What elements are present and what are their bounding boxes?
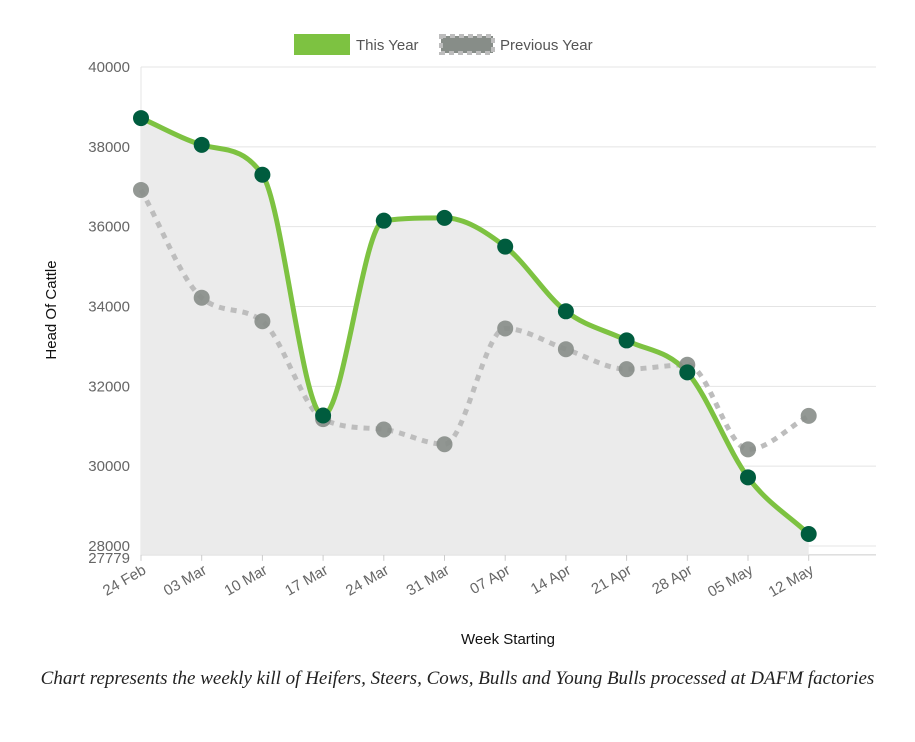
x-tick-label: 10 Mar — [221, 562, 270, 600]
this-year-point[interactable] — [375, 212, 392, 229]
y-axis-title: Head Of Cattle — [43, 260, 60, 359]
this-year-point[interactable] — [193, 136, 210, 153]
this-year-area — [141, 118, 809, 555]
legend-swatch-this-year[interactable] — [294, 34, 350, 55]
previous-year-point[interactable] — [193, 289, 210, 306]
this-year-point[interactable] — [740, 469, 756, 486]
this-year-point[interactable] — [618, 332, 635, 349]
this-year-point[interactable] — [436, 209, 453, 226]
this-year-point[interactable] — [557, 303, 574, 320]
this-year-point[interactable] — [800, 526, 817, 543]
legend-label-this-year[interactable]: This Year — [356, 37, 419, 54]
this-year-point[interactable] — [254, 166, 271, 183]
this-year-point[interactable] — [679, 364, 696, 381]
y-tick-label: 27779 — [88, 550, 130, 567]
x-tick-label: 12 May — [766, 561, 818, 601]
x-tick-label: 17 Mar — [282, 562, 331, 600]
x-tick-label: 21 Apr — [589, 562, 635, 598]
legend: This Year Previous Year — [294, 34, 593, 55]
y-tick-label: 32000 — [88, 378, 130, 395]
x-tick-label: 24 Feb — [100, 562, 149, 600]
x-tick-label: 05 May — [705, 561, 757, 601]
y-tick-label: 34000 — [88, 299, 130, 316]
x-tick-label: 24 Mar — [343, 562, 392, 600]
x-tick-label: 14 Apr — [528, 562, 574, 598]
previous-year-point[interactable] — [740, 441, 756, 458]
x-tick-label: 07 Apr — [467, 562, 513, 598]
y-tick-label: 36000 — [88, 219, 130, 236]
previous-year-point[interactable] — [375, 421, 392, 438]
x-tick-label: 03 Mar — [161, 562, 210, 600]
this-year-point[interactable] — [133, 110, 149, 127]
y-tick-label: 30000 — [88, 458, 130, 475]
previous-year-point[interactable] — [557, 341, 574, 358]
series-markers — [133, 110, 817, 543]
x-tick-label: 28 Apr — [649, 562, 695, 598]
previous-year-point[interactable] — [497, 320, 514, 337]
y-tick-label: 38000 — [88, 139, 130, 156]
x-tick-label: 31 Mar — [404, 562, 453, 600]
y-tick-label: 28000 — [88, 538, 130, 555]
previous-year-point[interactable] — [436, 436, 453, 453]
area-fill — [141, 118, 809, 555]
previous-year-point[interactable] — [133, 181, 149, 198]
chart-caption: Chart represents the weekly kill of Heif… — [40, 668, 875, 689]
legend-label-previous-year[interactable]: Previous Year — [500, 37, 593, 54]
y-tick-label: 40000 — [88, 59, 130, 76]
legend-swatch-previous-year[interactable] — [439, 34, 495, 55]
this-year-point[interactable] — [315, 407, 332, 424]
line-chart: 40000 38000 36000 34000 32000 30000 2800027779… — [43, 34, 876, 648]
this-year-point[interactable] — [497, 238, 514, 255]
x-axis-ticks: 24 Feb 03 Mar 10 Mar 17 Mar 24 Mar 31 Mar 07 A… — [100, 561, 817, 601]
previous-year-point[interactable] — [618, 361, 635, 378]
previous-year-point[interactable] — [800, 407, 817, 424]
x-axis-title: Week Starting — [461, 631, 555, 648]
previous-year-point[interactable] — [254, 313, 271, 330]
